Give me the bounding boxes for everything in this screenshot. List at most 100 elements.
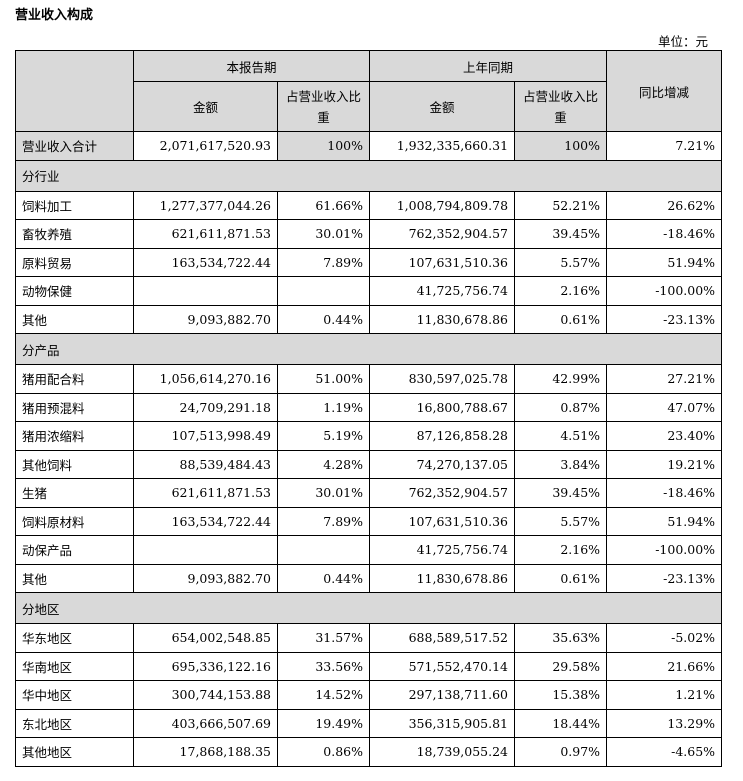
cell-prior-amount: 356,315,905.81 xyxy=(369,708,516,738)
cell-current-amount: 1,056,614,270.16 xyxy=(133,364,278,394)
cell-prior-share: 52.21% xyxy=(514,190,608,220)
row-label: 其他地区 xyxy=(15,737,134,767)
section-title: 分行业 xyxy=(14,159,723,192)
cell-prior-share: 39.45% xyxy=(514,478,608,508)
cell-prior-amount: 87,126,858.28 xyxy=(369,421,516,451)
header-blank-cell xyxy=(15,50,134,132)
cell-current-share xyxy=(276,276,371,306)
row-label: 饲料加工 xyxy=(15,190,134,220)
cell-current-amount: 621,611,871.53 xyxy=(133,478,278,508)
cell-yoy: -23.13% xyxy=(606,304,723,334)
cell-prior-amount: 297,138,711.60 xyxy=(369,680,516,710)
cell-current-share: 30.01% xyxy=(276,219,371,249)
cell-current-share: 4.28% xyxy=(276,449,371,479)
cell-yoy: -100.00% xyxy=(606,276,723,306)
cell-yoy: -18.46% xyxy=(606,219,723,249)
cell-yoy: 47.07% xyxy=(606,392,723,422)
cell-yoy: 1.21% xyxy=(606,680,723,710)
table-row: 猪用配合料 1,056,614,270.16 51.00% 830,597,025.7… xyxy=(15,364,723,394)
table-row: 生猪 621,611,871.53 30.01% 762,352,904.57 39.4… xyxy=(15,478,723,508)
cell-prior-share: 4.51% xyxy=(514,421,608,451)
cell-current-share: 14.52% xyxy=(276,680,371,710)
cell-current-amount: 24,709,291.18 xyxy=(133,392,278,422)
section-header-row: 分行业 xyxy=(14,159,723,192)
cell-prior-share: 18.44% xyxy=(514,708,608,738)
row-label: 其他 xyxy=(15,563,134,593)
cell-current-share: 61.66% xyxy=(276,190,371,220)
cell-current-amount: 403,666,507.69 xyxy=(133,708,278,738)
cell-current-share: 33.56% xyxy=(276,651,371,681)
cell-prior-amount: 762,352,904.57 xyxy=(369,219,516,249)
cell-prior-amount: 830,597,025.78 xyxy=(369,364,516,394)
table-row: 其他 9,093,882.70 0.44% 11,830,678.86 0.61% -23… xyxy=(15,563,723,593)
cell-current-share: 19.49% xyxy=(276,708,371,738)
cell-prior-amount: 18,739,055.24 xyxy=(369,737,516,767)
cell-yoy: 23.40% xyxy=(606,421,723,451)
table-row: 饲料原材料 163,534,722.44 7.89% 107,631,510.36 5.… xyxy=(15,506,723,536)
row-label: 华东地区 xyxy=(15,623,134,653)
cell-current-amount: 88,539,484.43 xyxy=(133,449,278,479)
cell-prior-amount: 1,008,794,809.78 xyxy=(369,190,516,220)
table-row: 猪用浓缩料 107,513,998.49 5.19% 87,126,858.28 4.5… xyxy=(15,421,723,451)
document-title: 营业收入构成 xyxy=(15,8,94,23)
total-current-share: 100% xyxy=(276,131,371,161)
cell-prior-share: 15.38% xyxy=(514,680,608,710)
cell-prior-amount: 107,631,510.36 xyxy=(369,247,516,277)
cell-yoy: 27.21% xyxy=(606,364,723,394)
cell-prior-amount: 688,589,517.52 xyxy=(369,623,516,653)
row-label: 原料贸易 xyxy=(15,247,134,277)
row-label: 东北地区 xyxy=(15,708,134,738)
header-row-2: 金额 占营业收入比重 金额 占营业收入比重 xyxy=(16,81,722,132)
cell-current-share: 7.89% xyxy=(276,506,371,536)
cell-yoy: 51.94% xyxy=(606,247,723,277)
total-yoy: 7.21% xyxy=(606,131,723,161)
unit-label: 单位：元 xyxy=(657,34,708,49)
cell-prior-amount: 74,270,137.05 xyxy=(369,449,516,479)
cell-current-share: 0.86% xyxy=(276,737,371,767)
cell-current-amount: 621,611,871.53 xyxy=(133,219,278,249)
row-label: 生猪 xyxy=(15,478,134,508)
cell-yoy: 21.66% xyxy=(606,651,723,681)
table-row: 其他地区 17,868,188.35 0.86% 18,739,055.24 0.97%… xyxy=(15,737,723,767)
cell-current-share: 0.44% xyxy=(276,563,371,593)
cell-current-amount: 1,277,377,044.26 xyxy=(133,190,278,220)
cell-prior-share: 42.99% xyxy=(514,364,608,394)
cell-current-amount: 107,513,998.49 xyxy=(133,421,278,451)
row-label: 华中地区 xyxy=(15,680,134,710)
header-row-1: 本报告期 上年同期 同比增减 xyxy=(15,50,723,132)
cell-prior-amount: 41,725,756.74 xyxy=(369,535,516,565)
cell-yoy: -18.46% xyxy=(606,478,723,508)
cell-current-amount xyxy=(133,535,278,565)
header-current-share: 占营业收入比重 xyxy=(276,81,371,132)
cell-prior-share: 0.87% xyxy=(514,392,608,422)
total-current-amount: 2,071,617,520.93 xyxy=(133,131,278,161)
cell-prior-share: 5.57% xyxy=(514,506,608,536)
section-header-row: 分地区 xyxy=(14,592,723,624)
header-current-period: 本报告期 xyxy=(132,50,371,82)
total-row: 营业收入合计 2,071,617,520.93 100% 1,932,335,6… xyxy=(15,131,723,161)
cell-yoy: 19.21% xyxy=(606,449,723,479)
row-label: 猪用预混料 xyxy=(15,392,134,422)
cell-prior-share: 39.45% xyxy=(514,219,608,249)
table-row: 动物保健 41,725,756.74 2.16% -100.00% xyxy=(15,276,723,306)
cell-prior-share: 29.58% xyxy=(514,651,608,681)
cell-prior-amount: 11,830,678.86 xyxy=(369,563,516,593)
cell-prior-amount: 16,800,788.67 xyxy=(369,392,516,422)
cell-prior-amount: 571,552,470.14 xyxy=(369,651,516,681)
table-row: 动保产品 41,725,756.74 2.16% -100.00% xyxy=(15,535,723,565)
cell-yoy: -5.02% xyxy=(606,623,723,653)
cell-prior-share: 3.84% xyxy=(514,449,608,479)
table-row: 饲料加工 1,277,377,044.26 61.66% 1,008,794,809.… xyxy=(15,190,723,220)
cell-prior-share: 0.61% xyxy=(514,304,608,334)
cell-prior-amount: 762,352,904.57 xyxy=(369,478,516,508)
cell-prior-share: 2.16% xyxy=(514,276,608,306)
cell-prior-amount: 41,725,756.74 xyxy=(369,276,516,306)
cell-yoy: 13.29% xyxy=(606,708,723,738)
cell-current-amount: 9,093,882.70 xyxy=(133,304,278,334)
cell-current-amount xyxy=(133,276,278,306)
header-prior-amount: 金额 xyxy=(369,81,516,132)
revenue-table: 本报告期 上年同期 同比增减 金额 占营业收入比重 金额 占营业收入比重 营业收… xyxy=(14,50,723,767)
cell-yoy: -4.65% xyxy=(606,737,723,767)
cell-prior-share: 0.97% xyxy=(514,737,608,767)
cell-current-share xyxy=(276,535,371,565)
